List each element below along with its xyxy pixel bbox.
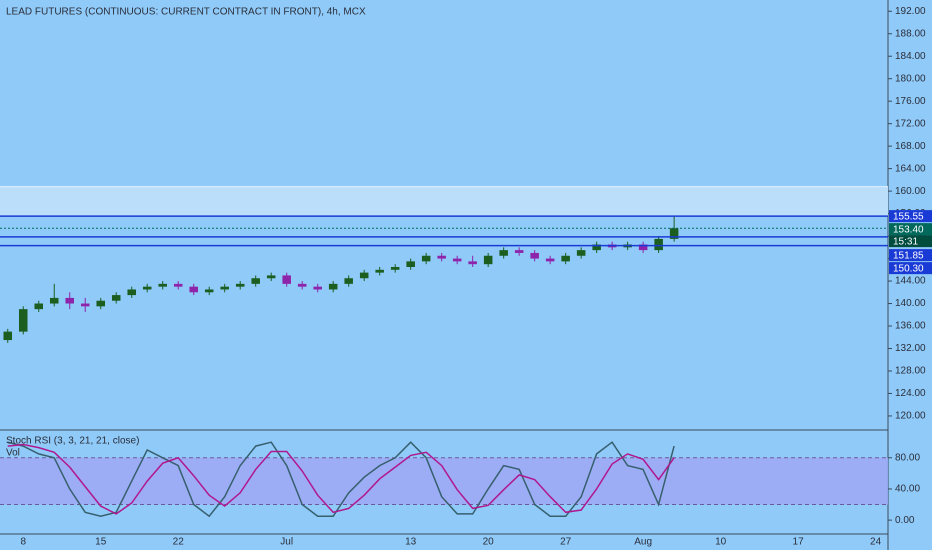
candle-body [18, 309, 28, 332]
stoch-line [7, 443, 675, 515]
candle-body [235, 283, 245, 287]
candle-body [3, 331, 13, 341]
candle-body [514, 250, 524, 253]
candle-body [561, 255, 570, 262]
candle-body [344, 278, 353, 284]
candle-body [173, 283, 183, 287]
x-tick-label: 15 [95, 537, 107, 548]
candle-body [49, 297, 59, 304]
y-tick-label: 0.00 [895, 515, 915, 526]
y-tick-label: 172.00 [895, 118, 926, 129]
y-tick-label: 164.00 [895, 163, 926, 174]
y-tick-label: 188.00 [895, 28, 926, 39]
candle-body [251, 278, 260, 284]
level-label: 150.30 [893, 263, 924, 274]
candle-body [297, 283, 307, 287]
level-label-box [889, 262, 932, 275]
x-tick-label: 8 [20, 537, 26, 548]
candle-body [65, 297, 74, 304]
level-label: 153.40 [893, 224, 924, 235]
plot: 8 15 22 Jul 13 20 27 Aug 10 17 24 120.00 124.00 128.0… [0, 6, 932, 548]
x-tick-label: 10 [715, 537, 727, 548]
countdown: 15:31 [893, 236, 918, 247]
volume-title: Vol [6, 448, 20, 459]
candle-body [204, 289, 214, 293]
y-tick-label: 132.00 [895, 343, 926, 354]
y-tick-label: 120.00 [895, 411, 926, 422]
candle-body [34, 303, 44, 310]
candle-body [266, 275, 276, 279]
candle-body [654, 238, 663, 251]
candle-body [592, 244, 601, 251]
candle-body [111, 295, 121, 301]
candle-body [158, 283, 167, 287]
candle-body [359, 272, 369, 279]
y-tick-label: 184.00 [895, 51, 926, 62]
candle-body [530, 252, 539, 259]
candle-body [545, 258, 555, 262]
stoch-line [7, 441, 675, 518]
candle-body [452, 258, 462, 262]
y-tick-label: 128.00 [895, 366, 926, 377]
x-tick-label: 24 [870, 537, 882, 548]
band [0, 457, 888, 505]
level-label-box [889, 223, 932, 236]
level-label: 155.55 [893, 211, 924, 222]
x-tick-label: 17 [793, 537, 805, 548]
x-tick-label: 20 [483, 537, 495, 548]
candle-body [669, 228, 679, 239]
x-tick-label: Jul [280, 537, 293, 548]
candle-body [406, 261, 415, 267]
level-label-box [889, 210, 932, 223]
candle-body [328, 283, 338, 290]
y-tick-label: 80.00 [895, 452, 920, 463]
x-tick-label: Aug [634, 537, 652, 548]
candle-body [142, 286, 152, 290]
y-tick-label: 140.00 [895, 298, 926, 309]
y-tick-label: 144.00 [895, 276, 926, 287]
candle-body [96, 300, 105, 307]
candle-body [390, 266, 400, 270]
y-tick-label: 40.00 [895, 484, 920, 495]
y-tick-label: 124.00 [895, 388, 926, 399]
level-label: 151.85 [893, 250, 924, 261]
candle-body [282, 275, 291, 284]
countdown-box [889, 235, 932, 248]
y-tick-label: 136.00 [895, 321, 926, 332]
candle-body [375, 269, 384, 273]
candle-body [638, 244, 648, 251]
candle-body [437, 255, 446, 259]
candle-body [499, 250, 508, 256]
y-tick-label: 168.00 [895, 141, 926, 152]
y-tick-label: 176.00 [895, 96, 926, 107]
candle-body [421, 255, 431, 262]
candle-body [483, 255, 493, 265]
y-tick-label: 160.00 [895, 186, 926, 197]
y-tick-label: 192.00 [895, 6, 926, 17]
candle-body [127, 289, 136, 296]
candle-body [220, 286, 229, 290]
x-tick-label: 22 [173, 537, 185, 548]
x-tick-label: 13 [405, 537, 417, 548]
candle-body [576, 250, 586, 256]
indicator-title: Stoch RSI (3, 3, 21, 21, close) [6, 436, 139, 447]
candle-body [189, 286, 198, 293]
candle-body [468, 261, 477, 265]
candle-body [80, 303, 90, 307]
chart-title: LEAD FUTURES (CONTINUOUS: CURRENT CONTRA… [6, 7, 366, 18]
x-tick-label: 27 [560, 537, 572, 548]
y-tick-label: 180.00 [895, 73, 926, 84]
level-label-box [889, 249, 932, 262]
zone [0, 186, 888, 217]
candle-body [313, 286, 322, 290]
